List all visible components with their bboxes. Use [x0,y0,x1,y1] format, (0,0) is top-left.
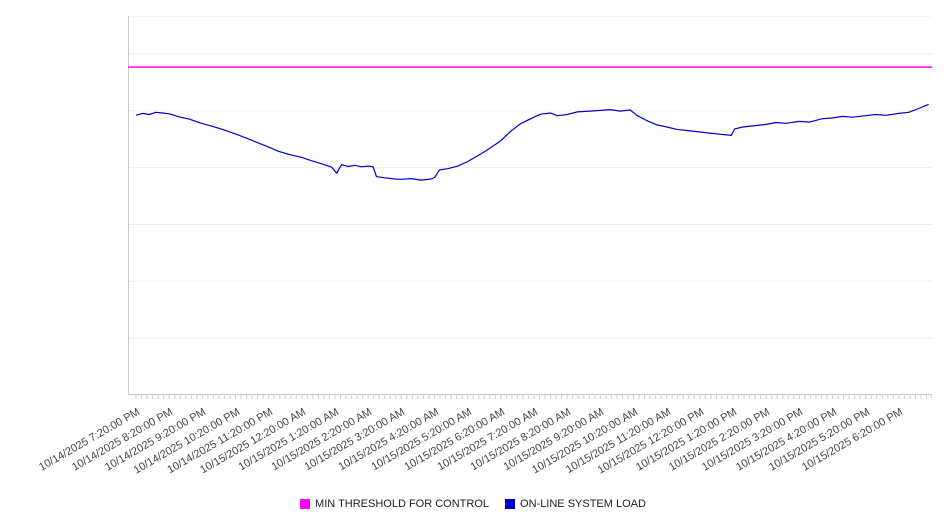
x-axis-tick-label: 10/15/2025 11:20:00 AM [563,406,673,476]
threshold-swatch-icon [300,499,311,509]
x-axis-tick-label: 10/15/2025 4:20:00 AM [335,406,441,474]
x-axis-tick-label: 10/15/2025 3:20:00 AM [302,406,408,474]
x-axis-tick-label: 10/15/2025 8:20:00 AM [468,406,574,474]
x-axis-tick-label: 10/15/2025 6:20:00 PM [799,406,905,474]
x-axis-tick-label: 10/15/2025 3:20:00 PM [700,406,806,474]
x-axis-tick-label: 10/15/2025 5:20:00 PM [766,406,872,474]
legend-label-load: ON-LINE SYSTEM LOAD [520,498,646,510]
x-axis-tick-label: 10/14/2025 11:20:00 PM [165,406,275,477]
legend: MIN THRESHOLD FOR CONTROL ON-LINE SYSTEM… [0,498,946,510]
x-axis-tick-label: 10/15/2025 12:20:00 AM [197,406,308,477]
x-axis-tick-label: 10/15/2025 12:20:00 PM [595,406,706,477]
load-line [135,103,929,181]
x-axis-tick-label: 10/15/2025 1:20:00 AM [236,406,341,474]
x-axis-tick-label: 10/15/2025 5:20:00 AM [369,406,474,474]
x-axis-tick-label: 10/14/2025 7:20:00 PM [36,406,142,474]
load-swatch-icon [505,499,516,509]
plot-area [128,16,932,399]
x-axis-tick-label: 10/14/2025 8:20:00 PM [70,406,176,474]
x-axis-tick-label: 10/15/2025 2:20:00 PM [667,406,773,474]
legend-item-threshold[interactable]: MIN THRESHOLD FOR CONTROL [300,498,489,510]
x-axis-tick-label: 10/15/2025 10:20:00 AM [529,406,640,477]
x-axis-labels: 10/14/2025 7:20:00 PM 10/14/2025 8:20:00 … [37,399,932,489]
legend-item-load[interactable]: ON-LINE SYSTEM LOAD [505,498,646,510]
x-axis-tick-label: 10/15/2025 6:20:00 AM [402,406,507,474]
x-axis-tick-label: 10/15/2025 4:20:00 PM [733,406,839,474]
x-axis-tick-label: 10/14/2025 10:20:00 PM [131,406,242,477]
x-axis-tick-label: 10/14/2025 9:20:00 PM [103,406,209,474]
x-axis-tick-label: 10/15/2025 1:20:00 PM [633,406,739,474]
x-axis-tick-label: 10/15/2025 2:20:00 AM [269,406,375,474]
x-axis-tick-label: 10/15/2025 7:20:00 AM [435,406,540,474]
legend-label-threshold: MIN THRESHOLD FOR CONTROL [315,498,490,510]
x-axis-tick-label: 10/15/2025 9:20:00 AM [501,406,607,474]
